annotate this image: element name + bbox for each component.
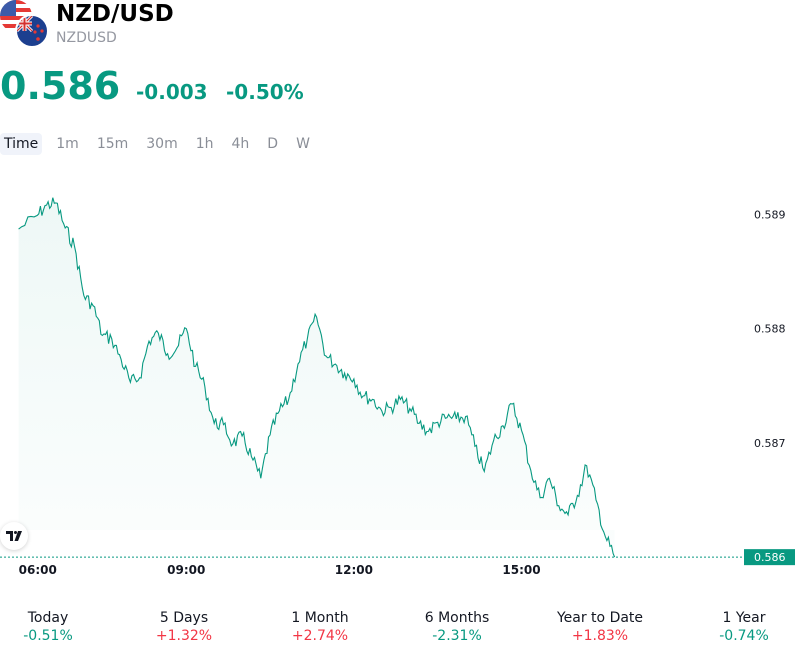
y-tick-label: 0.588 — [754, 323, 786, 336]
tab-time[interactable]: Time — [0, 133, 43, 155]
performance-bar: Today -0.51% 5 Days +1.32% 1 Month +2.74… — [0, 610, 800, 654]
perf-label: 1 Month — [291, 610, 349, 626]
tradingview-logo-icon[interactable] — [0, 522, 28, 550]
perf-value: -2.31% — [432, 628, 482, 644]
perf-item-1-year[interactable]: 1 Year -0.74% — [679, 610, 800, 644]
perf-item-6-months[interactable]: 6 Months -2.31% — [392, 610, 522, 644]
last-price-badge-label: 0.586 — [754, 551, 786, 564]
tab-w[interactable]: W — [296, 136, 310, 152]
perf-label: 6 Months — [424, 610, 490, 626]
symbol-subtitle: NZDUSD — [56, 30, 117, 46]
perf-label: Today — [27, 610, 69, 626]
tab-4h[interactable]: 4h — [231, 136, 250, 152]
tab-1h[interactable]: 1h — [195, 136, 214, 152]
perf-value: -0.51% — [23, 628, 73, 644]
series-area — [18, 197, 615, 558]
tab-15m[interactable]: 15m — [96, 136, 129, 152]
symbol-header: NZD/USD NZDUSD — [0, 0, 800, 56]
x-tick-label: 12:00 — [335, 563, 373, 577]
y-tick-label: 0.589 — [754, 208, 786, 221]
perf-label: 1 Year — [722, 610, 766, 626]
x-tick-label: 09:00 — [167, 563, 205, 577]
perf-item-today[interactable]: Today -0.51% — [0, 610, 113, 644]
symbol-title: NZD/USD — [56, 1, 174, 27]
tab-30m[interactable]: 30m — [146, 136, 178, 152]
last-price-badge — [744, 549, 795, 566]
x-tick-label: 06:00 — [19, 563, 57, 577]
nz-flag-icon — [15, 14, 49, 48]
perf-value: +2.74% — [291, 628, 349, 644]
perf-value: -0.74% — [719, 628, 769, 644]
perf-value: +1.83% — [571, 628, 629, 644]
tab-d[interactable]: D — [267, 136, 279, 152]
price-change: -0.003 — [136, 80, 208, 104]
perf-label: Year to Date — [556, 610, 644, 626]
perf-item-5-days[interactable]: 5 Days +1.32% — [119, 610, 249, 644]
perf-item-year-to-date[interactable]: Year to Date +1.83% — [535, 610, 665, 644]
price-chart[interactable]: 0.5890.5880.5870.5860.58606:0009:0012:00… — [0, 180, 800, 580]
price-change-percent: -0.50% — [226, 80, 304, 104]
perf-item-1-month[interactable]: 1 Month +2.74% — [255, 610, 385, 644]
price-chart-svg[interactable]: 0.5890.5880.5870.5860.58606:0009:0012:00… — [0, 180, 800, 580]
x-tick-label: 15:00 — [502, 563, 540, 577]
interval-tabs: Time 1m 15m 30m 1h 4h D W — [0, 132, 324, 156]
perf-label: 5 Days — [159, 610, 209, 626]
y-tick-label: 0.587 — [754, 437, 786, 450]
tab-1m[interactable]: 1m — [56, 136, 79, 152]
perf-value: +1.32% — [155, 628, 213, 644]
series-line-0 — [18, 197, 616, 558]
last-price: 0.586 — [0, 64, 121, 108]
